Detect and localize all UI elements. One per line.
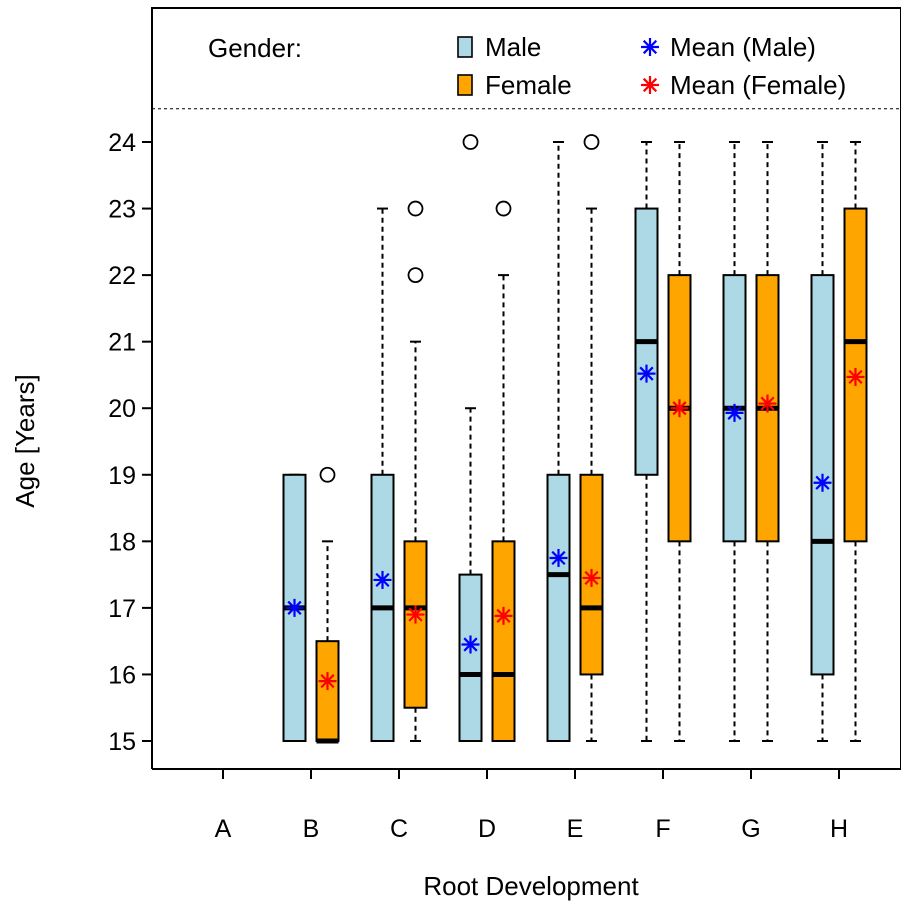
mean-marker bbox=[285, 598, 304, 617]
legend-item-2: Mean (Male) bbox=[641, 32, 816, 62]
box-iqr bbox=[491, 540, 516, 742]
y-tick-label: 20 bbox=[108, 395, 136, 423]
box-female-G bbox=[755, 141, 780, 742]
x-tick-label: C bbox=[390, 815, 408, 843]
x-tick-label: A bbox=[215, 815, 232, 843]
box-iqr bbox=[546, 473, 571, 742]
box-male-H bbox=[810, 141, 835, 742]
mean-marker bbox=[494, 606, 513, 625]
mean-marker bbox=[582, 568, 601, 587]
y-tick-label: 19 bbox=[108, 462, 136, 490]
box-iqr bbox=[315, 640, 340, 743]
y-axis-title: Age [Years] bbox=[10, 374, 40, 507]
mean-marker bbox=[758, 394, 777, 413]
plot-frame bbox=[151, 7, 901, 769]
plot-area bbox=[282, 134, 868, 744]
y-tick-label: 21 bbox=[108, 329, 136, 357]
y-tick-label: 24 bbox=[108, 129, 136, 157]
outlier-point bbox=[462, 134, 479, 150]
outlier-point bbox=[495, 200, 512, 217]
mean-marker bbox=[406, 605, 425, 624]
legend-item-3: Mean (Female) bbox=[641, 70, 846, 100]
y-tick-label: 23 bbox=[108, 196, 136, 224]
legend-title: Gender: bbox=[208, 33, 302, 63]
y-tick-label: 22 bbox=[108, 262, 136, 290]
box-female-F bbox=[667, 141, 692, 742]
box-iqr bbox=[458, 573, 483, 742]
legend-label: Female bbox=[485, 70, 572, 100]
mean-marker bbox=[725, 403, 744, 422]
x-axis-title: Root Development bbox=[423, 871, 639, 901]
outlier-point bbox=[407, 200, 424, 217]
y-tick-label: 18 bbox=[108, 528, 136, 556]
box-iqr bbox=[403, 540, 428, 709]
x-tick-label: E bbox=[567, 815, 584, 843]
legend-label: Mean (Female) bbox=[670, 70, 846, 100]
legend-mean-icon bbox=[641, 38, 659, 56]
legend-swatch bbox=[457, 36, 473, 58]
x-tick-label: H bbox=[830, 815, 848, 843]
legend-label: Male bbox=[485, 32, 541, 62]
box-male-B bbox=[282, 473, 307, 742]
legend-item-0: Male bbox=[457, 32, 541, 62]
x-tick-label: B bbox=[303, 815, 320, 843]
y-tick-label: 15 bbox=[108, 728, 136, 756]
x-tick-label: F bbox=[655, 815, 670, 843]
legend-item-1: Female bbox=[457, 70, 572, 100]
box-male-F bbox=[634, 141, 659, 742]
x-tick-label: D bbox=[478, 815, 496, 843]
box-female-B bbox=[315, 466, 340, 744]
box-female-C bbox=[403, 200, 428, 742]
mean-marker bbox=[670, 399, 689, 418]
legend-label: Mean (Male) bbox=[670, 32, 816, 62]
mean-marker bbox=[318, 672, 337, 691]
box-male-D bbox=[458, 134, 483, 742]
mean-marker bbox=[549, 548, 568, 567]
box-male-C bbox=[370, 207, 395, 742]
y-tick-label: 16 bbox=[108, 661, 136, 689]
box-male-G bbox=[722, 141, 747, 742]
mean-marker bbox=[637, 364, 656, 383]
x-tick-label: G bbox=[741, 815, 760, 843]
legend-mean-icon bbox=[641, 76, 659, 94]
y-tick-label: 17 bbox=[108, 595, 136, 623]
box-male-E bbox=[546, 141, 571, 742]
mean-marker bbox=[461, 635, 480, 654]
legend: Gender: Male Female Mean (Male) Mean (Female… bbox=[208, 32, 846, 100]
box-female-D bbox=[491, 200, 516, 742]
mean-marker bbox=[813, 473, 832, 492]
mean-marker bbox=[846, 367, 865, 386]
legend-swatch bbox=[457, 74, 473, 96]
mean-marker bbox=[373, 570, 392, 589]
outlier-point bbox=[407, 267, 424, 284]
outlier-point bbox=[319, 466, 336, 483]
axes: 15 16 17 18 19 20 21 22 23 24 A B C D E F G H bbox=[108, 7, 901, 843]
outlier-point bbox=[583, 134, 600, 150]
box-female-E bbox=[579, 134, 604, 742]
box-female-H bbox=[843, 141, 868, 742]
